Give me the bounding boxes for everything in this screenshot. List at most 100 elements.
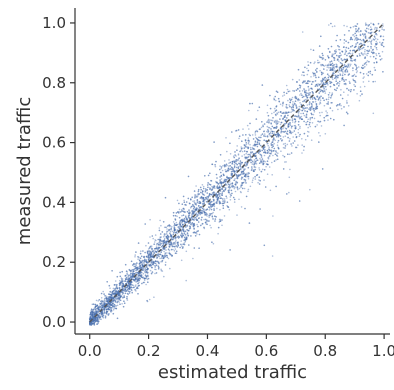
- scatter-point: [275, 125, 278, 128]
- scatter-point: [206, 192, 208, 194]
- scatter-point: [90, 318, 92, 320]
- scatter-point: [349, 90, 352, 93]
- scatter-point: [113, 305, 116, 308]
- scatter-point: [217, 232, 219, 235]
- scatter-point: [270, 152, 272, 155]
- scatter-point: [176, 199, 179, 202]
- scatter-point: [288, 90, 291, 92]
- scatter-point: [295, 146, 298, 149]
- scatter-point: [240, 149, 242, 152]
- scatter-point: [261, 168, 264, 171]
- scatter-point: [368, 60, 370, 63]
- scatter-point: [240, 178, 243, 180]
- scatter-point: [156, 248, 158, 250]
- scatter-point: [238, 135, 241, 137]
- scatter-point: [242, 171, 245, 174]
- scatter-point: [354, 37, 357, 40]
- scatter-point: [128, 277, 131, 280]
- scatter-point: [321, 71, 323, 74]
- scatter-point: [181, 236, 183, 239]
- scatter-point: [226, 201, 229, 203]
- scatter-point: [287, 136, 289, 139]
- scatter-point: [310, 87, 313, 90]
- scatter-point: [353, 83, 355, 86]
- scatter-point: [364, 50, 366, 53]
- scatter-point: [355, 71, 358, 74]
- scatter-point: [158, 253, 161, 256]
- scatter-point: [327, 119, 329, 121]
- scatter-point: [315, 69, 317, 71]
- scatter-point: [224, 169, 227, 171]
- scatter-point: [362, 81, 365, 83]
- scatter-point: [160, 269, 163, 272]
- scatter-point: [153, 252, 155, 254]
- scatter-point: [352, 25, 355, 28]
- scatter-point: [169, 242, 171, 244]
- scatter-point: [201, 212, 203, 215]
- scatter-point: [222, 204, 224, 207]
- scatter-point: [317, 61, 319, 64]
- scatter-point: [166, 234, 169, 237]
- scatter-point: [94, 305, 97, 308]
- scatter-point: [358, 99, 361, 102]
- scatter-point: [269, 131, 272, 134]
- scatter-point: [282, 136, 285, 138]
- scatter-point: [233, 198, 236, 201]
- scatter-point: [336, 75, 338, 78]
- scatter-point: [233, 170, 236, 172]
- scatter-point: [228, 188, 231, 190]
- scatter-point: [283, 94, 286, 96]
- scatter-point: [94, 320, 97, 323]
- scatter-point: [174, 248, 177, 250]
- scatter-point: [208, 220, 210, 222]
- scatter-point: [206, 198, 209, 200]
- scatter-point: [241, 147, 243, 149]
- scatter-point: [214, 187, 216, 189]
- scatter-point: [178, 222, 181, 225]
- scatter-point: [266, 173, 269, 175]
- scatter-point: [229, 161, 232, 164]
- scatter-point: [116, 297, 119, 300]
- scatter-point: [146, 250, 149, 253]
- scatter-point: [111, 296, 114, 299]
- scatter-point: [180, 222, 183, 224]
- scatter-point: [382, 71, 384, 73]
- scatter-point: [292, 142, 295, 144]
- scatter-point: [160, 242, 162, 245]
- scatter-point: [344, 58, 347, 61]
- scatter-point: [127, 274, 129, 276]
- scatter-point: [300, 115, 303, 118]
- scatter-point: [351, 52, 354, 55]
- scatter-point: [236, 187, 239, 190]
- scatter-point: [336, 34, 338, 37]
- scatter-point: [364, 33, 366, 35]
- scatter-point: [274, 153, 277, 155]
- scatter-point: [228, 208, 231, 211]
- scatter-point: [140, 263, 143, 265]
- scatter-point: [150, 255, 152, 257]
- scatter-point: [119, 279, 121, 282]
- scatter-point: [248, 133, 250, 136]
- scatter-point: [374, 36, 376, 39]
- scatter-point: [218, 200, 221, 202]
- scatter-point: [319, 114, 322, 117]
- scatter-point: [365, 53, 367, 55]
- scatter-point: [124, 263, 127, 266]
- scatter-point: [288, 129, 291, 132]
- scatter-point: [346, 66, 349, 68]
- scatter-point: [234, 154, 236, 156]
- scatter-point: [356, 37, 359, 39]
- scatter-point: [193, 200, 196, 202]
- scatter-point: [146, 272, 149, 274]
- scatter-point: [118, 295, 121, 298]
- scatter-point: [364, 37, 367, 40]
- scatter-point: [252, 160, 254, 163]
- scatter-point: [241, 150, 244, 153]
- scatter-point: [333, 64, 335, 66]
- scatter-point: [157, 252, 160, 255]
- scatter-point: [177, 226, 179, 228]
- scatter-point: [276, 113, 279, 115]
- scatter-point: [269, 134, 271, 137]
- scatter-point: [359, 71, 362, 74]
